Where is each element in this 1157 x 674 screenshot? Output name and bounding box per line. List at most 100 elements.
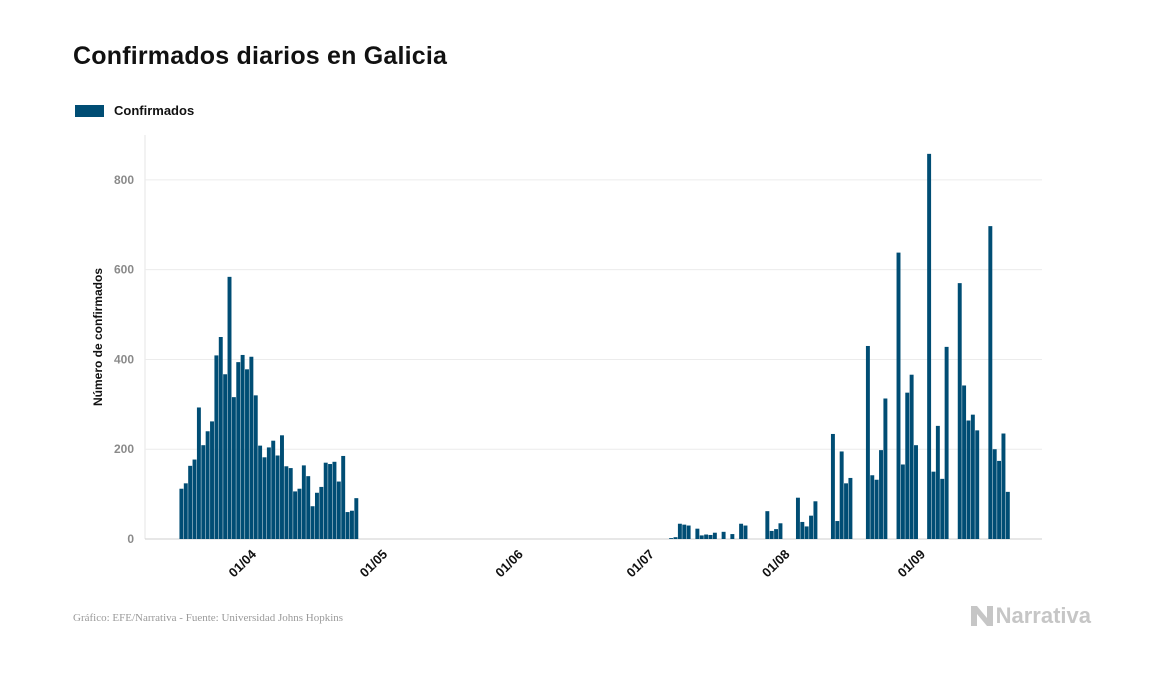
bar [896,252,901,539]
bar [336,481,341,539]
x-tick-label: 01/05 [357,547,391,581]
bar [284,466,289,539]
bar [795,497,800,539]
y-tick-label: 800 [114,173,134,187]
bar [227,276,232,539]
bar [944,346,949,539]
bar [704,534,709,539]
brand-logo: Narrativa [970,603,1091,629]
bar [682,524,687,539]
bar [870,475,875,539]
legend: Confirmados [75,103,194,118]
bar [778,523,783,539]
bar [844,483,849,539]
bar [188,465,193,539]
bar [214,355,219,539]
bar [310,506,315,539]
bar [669,538,674,539]
bar [935,425,940,539]
bar [988,226,993,539]
bar [900,464,905,539]
bar [266,447,271,539]
bar [739,523,744,539]
bar [218,337,223,539]
bar [695,528,700,539]
bar [975,430,980,539]
bar [262,457,267,539]
bar [323,462,328,539]
bar [196,407,201,539]
bar [297,488,302,539]
bar [848,477,853,539]
bar [997,460,1002,539]
bar [249,356,254,539]
narrativa-logo-icon [970,606,993,626]
x-tick-label: 01/06 [492,547,526,581]
bar [293,491,298,539]
bar [1005,491,1010,539]
bar [306,476,311,539]
source-note: Gráfico: EFE/Narrativa - Fuente: Univers… [73,612,344,624]
bar [940,478,945,539]
bar [809,515,814,539]
bar [673,537,678,539]
bar [800,521,805,539]
bar [201,445,206,539]
bar [319,486,324,539]
bar [183,483,188,539]
bar [328,464,333,539]
bar [774,529,779,539]
bar [236,362,241,539]
x-tick-label: 01/07 [623,547,657,581]
bar [712,532,717,539]
bar [743,525,748,539]
bar [970,414,975,539]
bar [332,461,337,539]
bar [931,471,936,539]
bar [314,492,319,539]
bar [179,488,184,539]
y-tick-label: 200 [114,442,134,456]
bar [865,345,870,539]
bar [240,354,245,539]
y-tick-label: 600 [114,263,134,277]
bar [231,397,236,539]
bar [245,369,249,539]
bar [288,468,293,539]
y-tick-label: 400 [114,352,134,366]
bar [813,501,818,539]
chart-title: Confirmados diarios en Galicia [73,42,448,70]
legend-label: Confirmados [114,103,195,118]
bar [210,421,214,539]
bar [205,431,210,539]
bar [301,465,306,539]
bar [349,510,354,539]
bar [879,450,883,539]
bar [765,511,770,539]
legend-swatch [75,104,104,117]
bar [835,521,840,539]
bar [830,433,835,539]
bar [883,398,888,539]
bar [730,534,735,539]
bar [345,512,350,539]
bar [686,525,691,539]
bar [962,385,967,539]
brand-name: Narrativa [995,603,1091,628]
bar [341,455,346,539]
x-tick-label: 01/08 [759,547,793,581]
bar [280,435,284,539]
bar [271,440,276,539]
bar [708,534,713,539]
bar [354,498,359,539]
bar [192,459,197,539]
bar [721,531,726,539]
bar [804,526,809,539]
x-tick-label: 01/09 [895,547,929,581]
bar [874,479,879,539]
y-axis-label: Número de confirmados [91,268,105,406]
bar [699,535,704,539]
x-tick-label: 01/04 [226,546,260,580]
